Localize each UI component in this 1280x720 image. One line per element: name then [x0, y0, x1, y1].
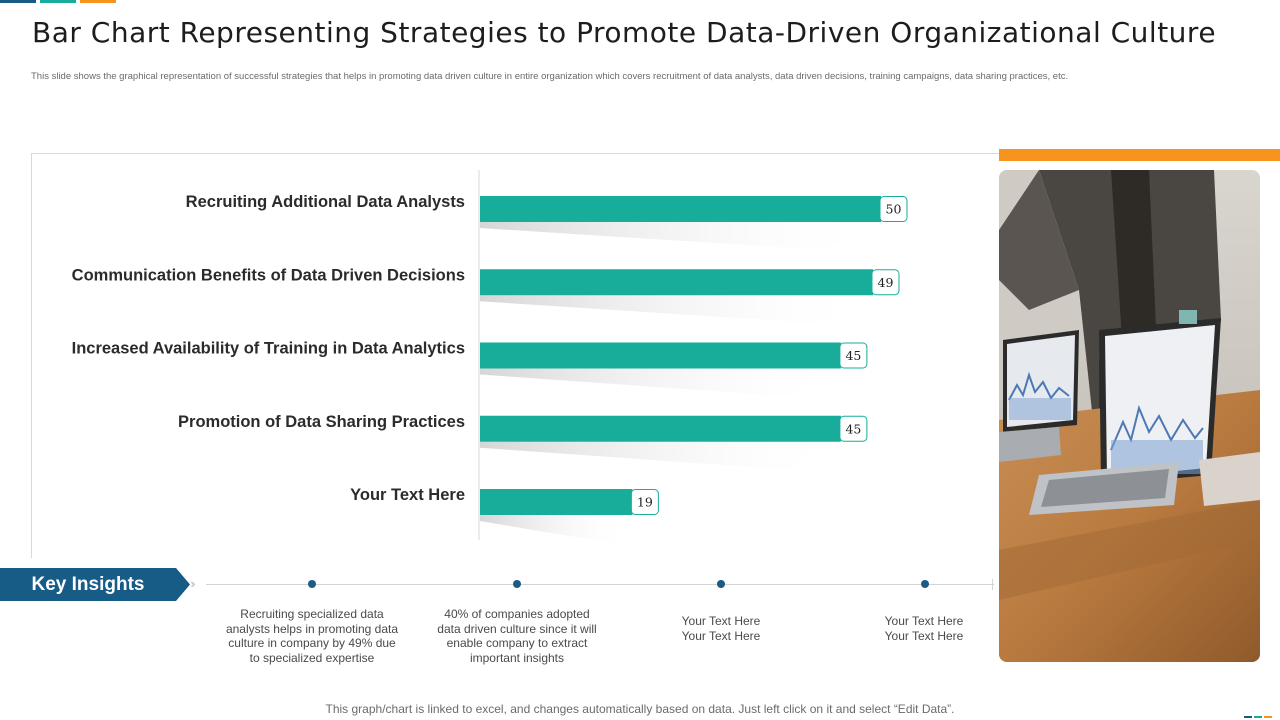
- timeline-dot-3: [717, 580, 725, 588]
- corner-accent-strip: [1244, 716, 1272, 718]
- category-label: Recruiting Additional Data Analysts: [186, 193, 465, 211]
- bar-shadow: [480, 515, 633, 543]
- corner-accent-blue: [1244, 716, 1252, 718]
- bar-shadow: [480, 368, 841, 397]
- timeline-dot-1: [308, 580, 316, 588]
- data-label-box: [839, 342, 868, 369]
- insight-text-4: Your Text Here Your Text Here: [884, 614, 964, 643]
- office-laptops-photo: [999, 170, 1260, 662]
- insight-text-2: 40% of companies adopted data driven cul…: [437, 607, 597, 665]
- timeline-dot-4: [921, 580, 929, 588]
- page-subtitle: This slide shows the graphical represent…: [31, 71, 1069, 82]
- accent-strip: [0, 0, 116, 3]
- category-label: Promotion of Data Sharing Practices: [178, 413, 465, 431]
- bar-shadow: [480, 441, 841, 470]
- data-label: 45: [845, 348, 861, 363]
- bar[interactable]: [480, 196, 881, 222]
- data-label-box: [630, 489, 659, 515]
- corner-accent-orange: [1264, 716, 1272, 718]
- data-label: 50: [886, 202, 902, 217]
- data-label: 49: [878, 275, 894, 290]
- bar[interactable]: [480, 269, 873, 296]
- timeline-line: [206, 584, 994, 585]
- bar[interactable]: [480, 415, 841, 442]
- page-title: Bar Chart Representing Strategies to Pro…: [32, 16, 1217, 49]
- bar-chart[interactable]: Recruiting Additional Data Analysts 50 Com…: [32, 154, 1000, 558]
- bar-shadow: [480, 222, 881, 250]
- timeline-dot-2: [513, 580, 521, 588]
- data-label-box: [879, 196, 908, 222]
- insight-text-3: Your Text Here Your Text Here: [681, 614, 761, 643]
- data-label: 19: [637, 495, 653, 510]
- data-label-box: [839, 415, 868, 442]
- category-label: Communication Benefits of Data Driven De…: [72, 266, 465, 284]
- accent-strip-blue: [0, 0, 36, 3]
- data-label: 45: [845, 421, 861, 436]
- data-label-box: [871, 269, 900, 296]
- chart-frame: Recruiting Additional Data Analysts 50 Com…: [31, 153, 1000, 558]
- corner-accent-teal: [1254, 716, 1262, 718]
- category-label: Increased Availability of Training in Da…: [72, 340, 465, 358]
- orange-accent-bar: [999, 149, 1280, 161]
- accent-strip-orange: [80, 0, 116, 3]
- bar[interactable]: [480, 342, 841, 369]
- bar-shadow: [480, 295, 873, 324]
- bar[interactable]: [480, 489, 633, 515]
- double-chevron-icon: ››: [190, 576, 195, 591]
- timeline-end-tick: [992, 579, 993, 590]
- footer-note: This graph/chart is linked to excel, and…: [325, 702, 955, 716]
- key-insights-label: Key Insights: [0, 568, 190, 601]
- category-label: Your Text Here: [350, 486, 465, 504]
- accent-strip-teal: [40, 0, 76, 3]
- insight-text-1: Recruiting specialized data analysts hel…: [225, 607, 399, 665]
